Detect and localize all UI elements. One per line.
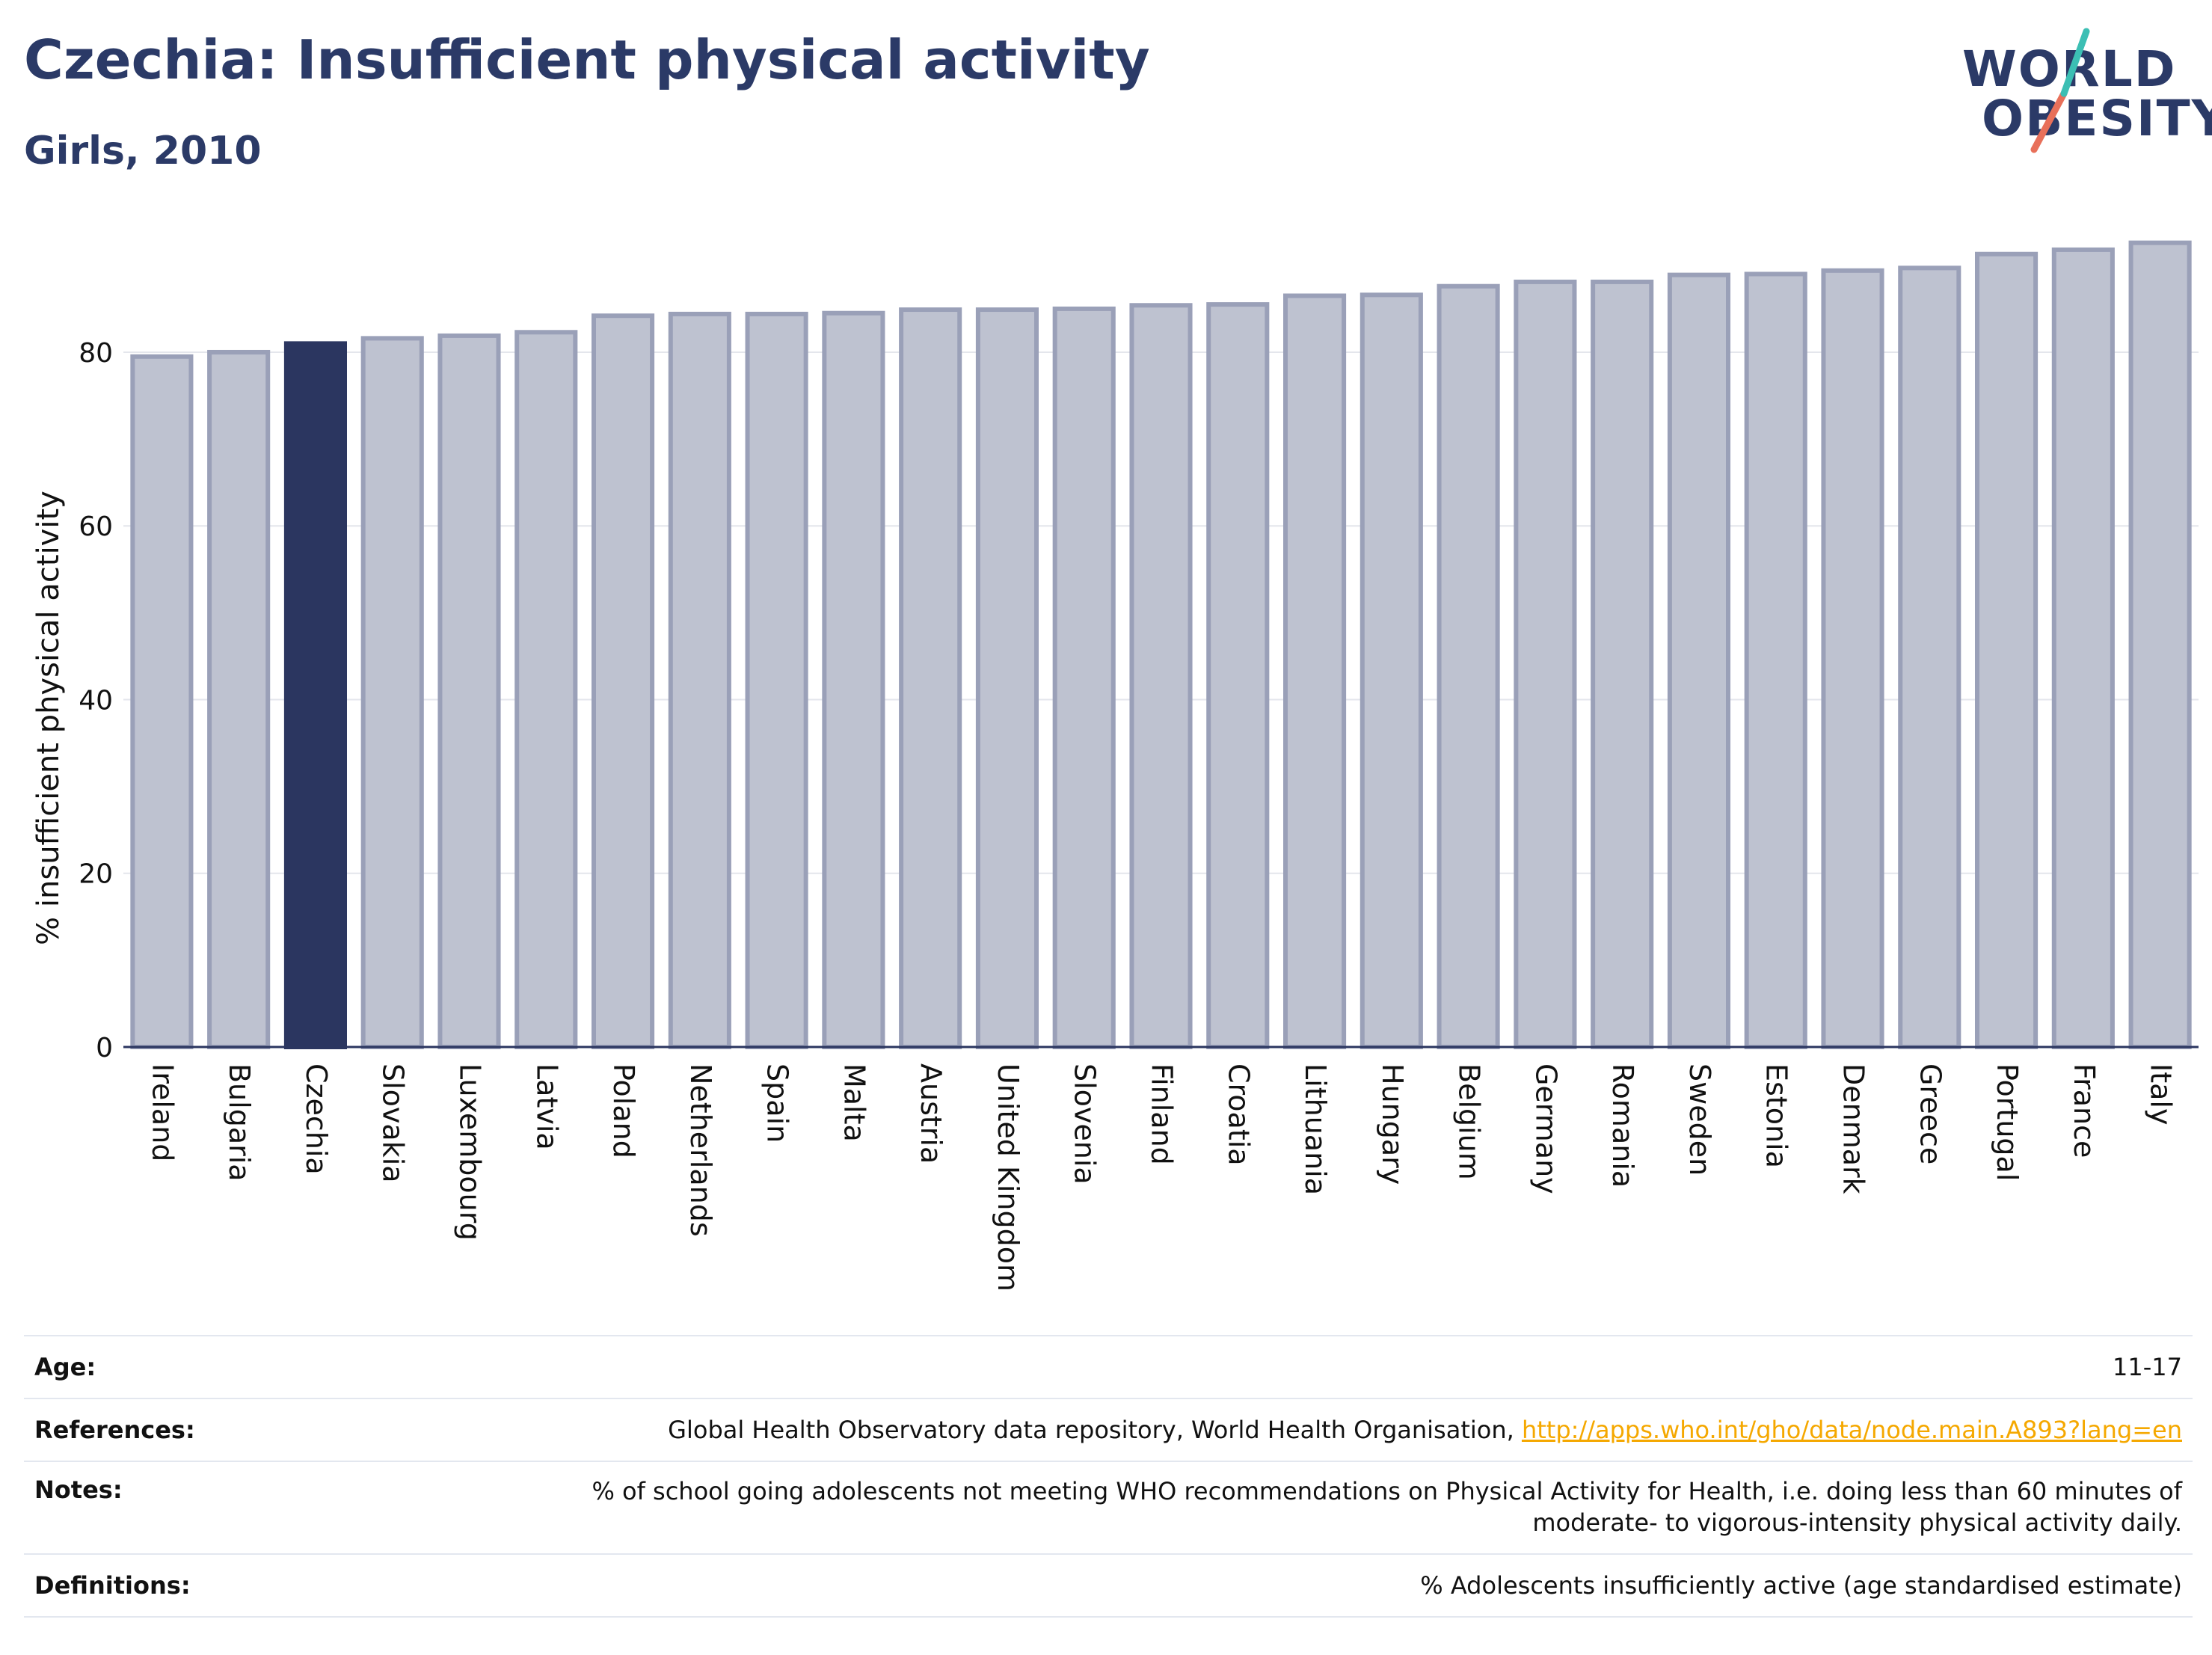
x-tick-label: Belgium [1453,1063,1486,1180]
x-tick-label: Italy [2145,1063,2178,1125]
bar-ireland [130,354,194,1050]
logo-line-2: OBESITY [1982,90,2212,147]
bar-czechia [283,341,347,1049]
y-tick-label: 0 [96,1033,113,1063]
references-value: Global Health Observatory data repositor… [668,1414,2193,1446]
bar-bulgaria [207,349,271,1050]
info-table: Age: 11-17 References: Global Health Obs… [24,1335,2193,1618]
bar-poland [592,313,655,1049]
bar-lithuania [1283,293,1347,1049]
x-tick-label: Germany [1529,1063,1562,1194]
definitions-value: % Adolescents insufficiently active (age… [1420,1571,2182,1600]
bar-italy [2128,240,2192,1050]
y-axis-label: % insufficient physical activity [31,491,66,945]
bar-austria [899,307,962,1049]
info-row-references: References: Global Health Observatory da… [24,1398,2193,1461]
bar-estonia [1744,271,1807,1049]
info-row-age: Age: 11-17 [24,1335,2193,1398]
notes-value: % of school going adolescents not meetin… [592,1476,2193,1538]
x-tick-label: Lithuania [1299,1063,1332,1195]
x-tick-label: Estonia [1760,1063,1793,1168]
bar-united-kingdom [975,307,1039,1049]
y-tick-label: 80 [79,338,113,369]
x-tick-label: Bulgaria [223,1063,256,1182]
bar-hungary [1360,292,1423,1050]
x-tick-label: Spain [761,1063,794,1143]
x-tick-label: Denmark [1837,1063,1870,1194]
bar-romania [1591,279,1654,1050]
x-tick-label: Czechia [300,1063,333,1175]
x-tick-label: Finland [1146,1063,1179,1165]
x-tick-label: Austria [915,1063,947,1164]
bar-slovakia [360,336,424,1050]
bar-portugal [1975,251,2039,1049]
definitions-label: Definitions: [34,1571,191,1600]
world-obesity-logo: WORLD OBESITY [1952,22,2212,157]
bar-croatia [1206,302,1270,1049]
x-tick-label: Slovenia [1069,1063,1102,1185]
chart-title: Czechia: Insufficient physical activity [24,28,1150,91]
x-tick-label: Malta [838,1063,870,1142]
age-label: Age: [34,1353,96,1381]
bar-sweden [1667,272,1731,1049]
bar-belgium [1437,283,1500,1050]
y-tick-label: 40 [79,685,113,716]
notes-label: Notes: [34,1476,123,1504]
bar-slovenia [1052,306,1116,1050]
info-row-definitions: Definitions: % Adolescents insufficientl… [24,1553,2193,1618]
x-tick-label: Portugal [1991,1063,2024,1181]
x-tick-label: Croatia [1222,1063,1255,1166]
y-tick-label: 20 [79,859,113,890]
y-axis-ticks: 0 20 40 60 80 [79,338,113,1063]
x-tick-label: Sweden [1683,1063,1716,1176]
notes-line-1: % of school going adolescents not meetin… [592,1477,2182,1505]
x-tick-label: Poland [607,1063,640,1158]
bar-finland [1129,303,1193,1050]
x-tick-label: Latvia [530,1063,563,1150]
y-tick-label: 60 [79,512,113,542]
bar-germany [1514,279,1577,1050]
x-tick-label: Slovakia [377,1063,410,1183]
references-link[interactable]: http://apps.who.int/gho/data/node.main.A… [1521,1416,2182,1444]
x-tick-label: Romania [1606,1063,1639,1188]
x-axis-ticks: Ireland Bulgaria Czechia Slovakia Luxembourg… [146,1063,2177,1292]
bars [130,240,2192,1050]
x-tick-label: Ireland [146,1063,179,1161]
bar-france [2051,247,2115,1050]
bar-chart: 0 20 40 60 80 Ireland Bulgaria Czechia Slovakia… [31,240,2199,1292]
x-tick-label: Hungary [1376,1063,1409,1185]
bar-malta [822,310,885,1050]
references-label: References: [34,1416,195,1444]
x-tick-label: Netherlands [684,1063,717,1237]
references-text: Global Health Observatory data repositor… [668,1416,1522,1444]
info-row-notes: Notes: % of school going adolescents not… [24,1461,2193,1553]
x-tick-label: United Kingdom [992,1063,1024,1292]
bar-luxembourg [437,333,501,1050]
notes-line-2: moderate- to vigorous-intensity physical… [1532,1508,2182,1537]
x-tick-label: Luxembourg [454,1063,487,1241]
bar-latvia [514,330,578,1050]
bar-denmark [1821,268,1884,1050]
age-value: 11-17 [2113,1353,2182,1381]
logo-slash-icon [2030,28,2090,153]
chart-subtitle: Girls, 2010 [24,129,262,174]
bar-greece [1898,265,1961,1049]
x-tick-label: Greece [1914,1063,1947,1164]
bar-netherlands [668,311,731,1049]
bar-spain [745,311,808,1049]
x-tick-label: France [2068,1063,2101,1158]
